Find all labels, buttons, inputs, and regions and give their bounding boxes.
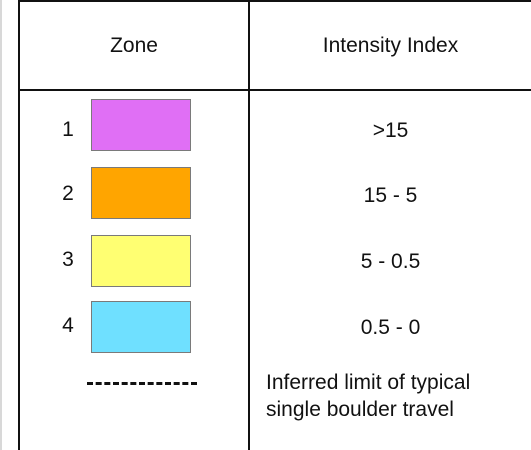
- table-column-divider: [248, 0, 250, 450]
- zone-intensity-legend: Zone Intensity Index 1 >15 2 15 - 5 3 5 …: [18, 0, 531, 450]
- zone-4-number: 4: [62, 314, 74, 337]
- zone-3-number: 3: [62, 248, 74, 271]
- boulder-limit-dashed-line: [87, 382, 197, 385]
- intensity-column-header: Intensity Index: [322, 33, 459, 57]
- zone-2-swatch: [91, 167, 191, 219]
- zone-1-intensity: >15: [372, 119, 409, 142]
- zone-1-swatch: [91, 99, 191, 151]
- table-top-border: [18, 0, 531, 2]
- zone-4-intensity: 0.5 - 0: [360, 316, 421, 339]
- zone-1-number: 1: [62, 118, 74, 141]
- boulder-limit-line-1: Inferred limit of typical: [266, 371, 471, 394]
- boulder-limit-description: Inferred limit of typical single boulder…: [266, 369, 531, 423]
- zone-4-swatch: [91, 301, 191, 353]
- zone-2-intensity: 15 - 5: [363, 184, 418, 207]
- boulder-limit-line-2: single boulder travel: [266, 398, 454, 421]
- table-left-border: [18, 0, 20, 450]
- zone-3-swatch: [91, 235, 191, 287]
- zone-2-number: 2: [62, 182, 74, 205]
- page-edge-rule: [0, 0, 2, 450]
- zone-column-header: Zone: [110, 33, 158, 57]
- table-header-divider: [18, 89, 531, 91]
- zone-3-intensity: 5 - 0.5: [360, 250, 421, 273]
